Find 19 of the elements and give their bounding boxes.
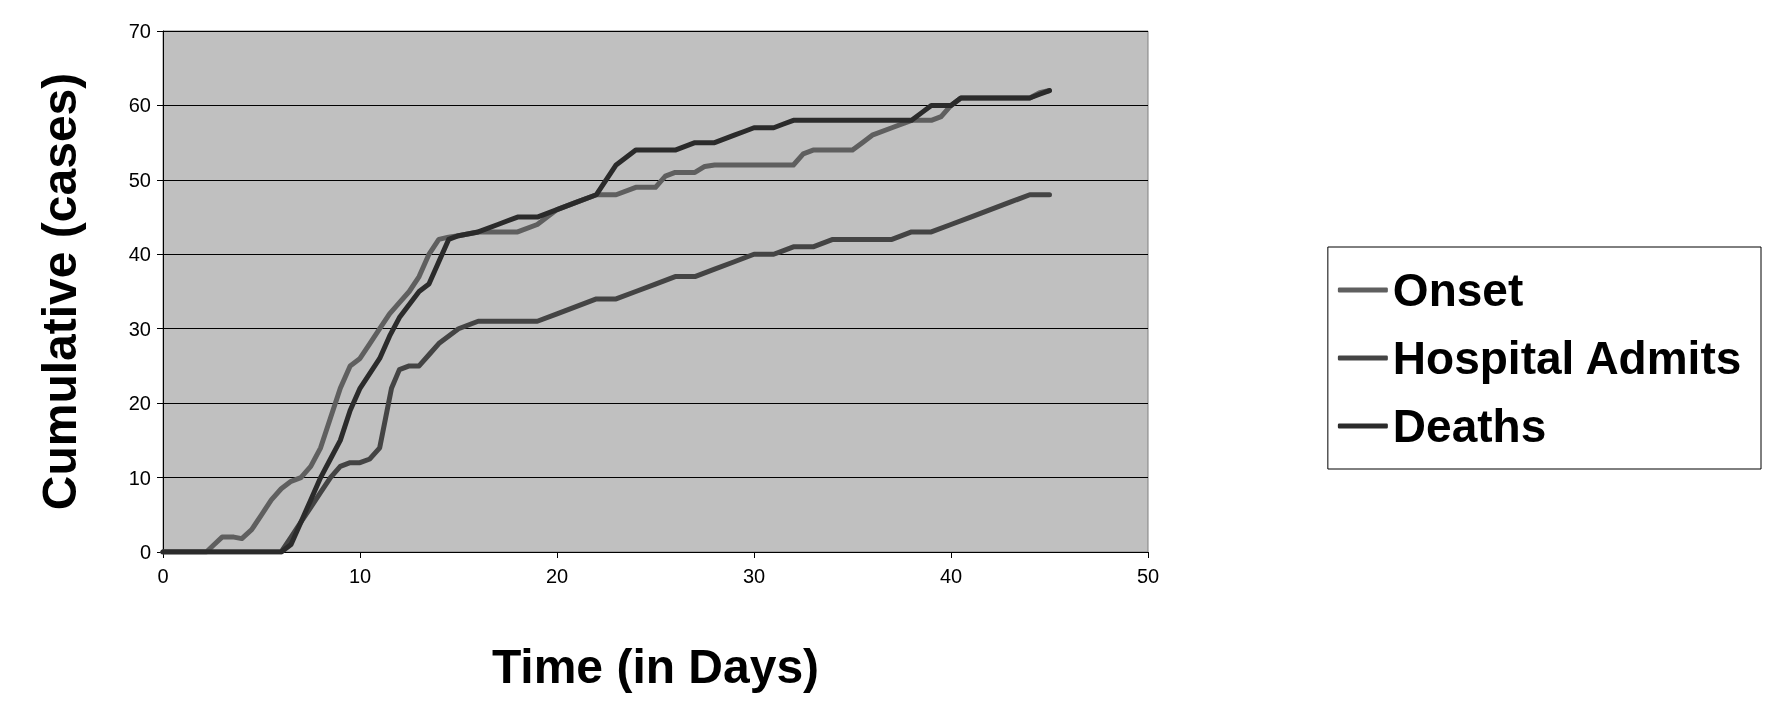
y-tick-label: 40	[128, 243, 151, 266]
y-tick-label: 20	[128, 392, 151, 415]
legend-label: Hospital Admits	[1392, 332, 1742, 384]
x-tick-label: 50	[1136, 565, 1160, 587]
y-tick-label: 0	[139, 541, 151, 563]
y-tick-label: 30	[128, 317, 151, 340]
x-tick-label: 40	[939, 565, 963, 587]
x-tick-label: 30	[742, 565, 766, 587]
y-axis-title: Cumulative (cases)	[32, 72, 86, 511]
y-tick-label: 50	[128, 168, 151, 191]
y-tick-label: 60	[128, 94, 151, 117]
x-tick-label: 20	[545, 565, 569, 587]
legend-label: Deaths	[1392, 400, 1547, 452]
x-tick-label: 10	[348, 565, 372, 587]
y-tick-label: 10	[128, 466, 151, 489]
x-tick-label: 0	[157, 565, 169, 587]
x-axis-title: Time (in Days)	[491, 639, 820, 693]
y-tick-label: 70	[128, 20, 151, 42]
legend-label: Onset	[1392, 264, 1524, 316]
